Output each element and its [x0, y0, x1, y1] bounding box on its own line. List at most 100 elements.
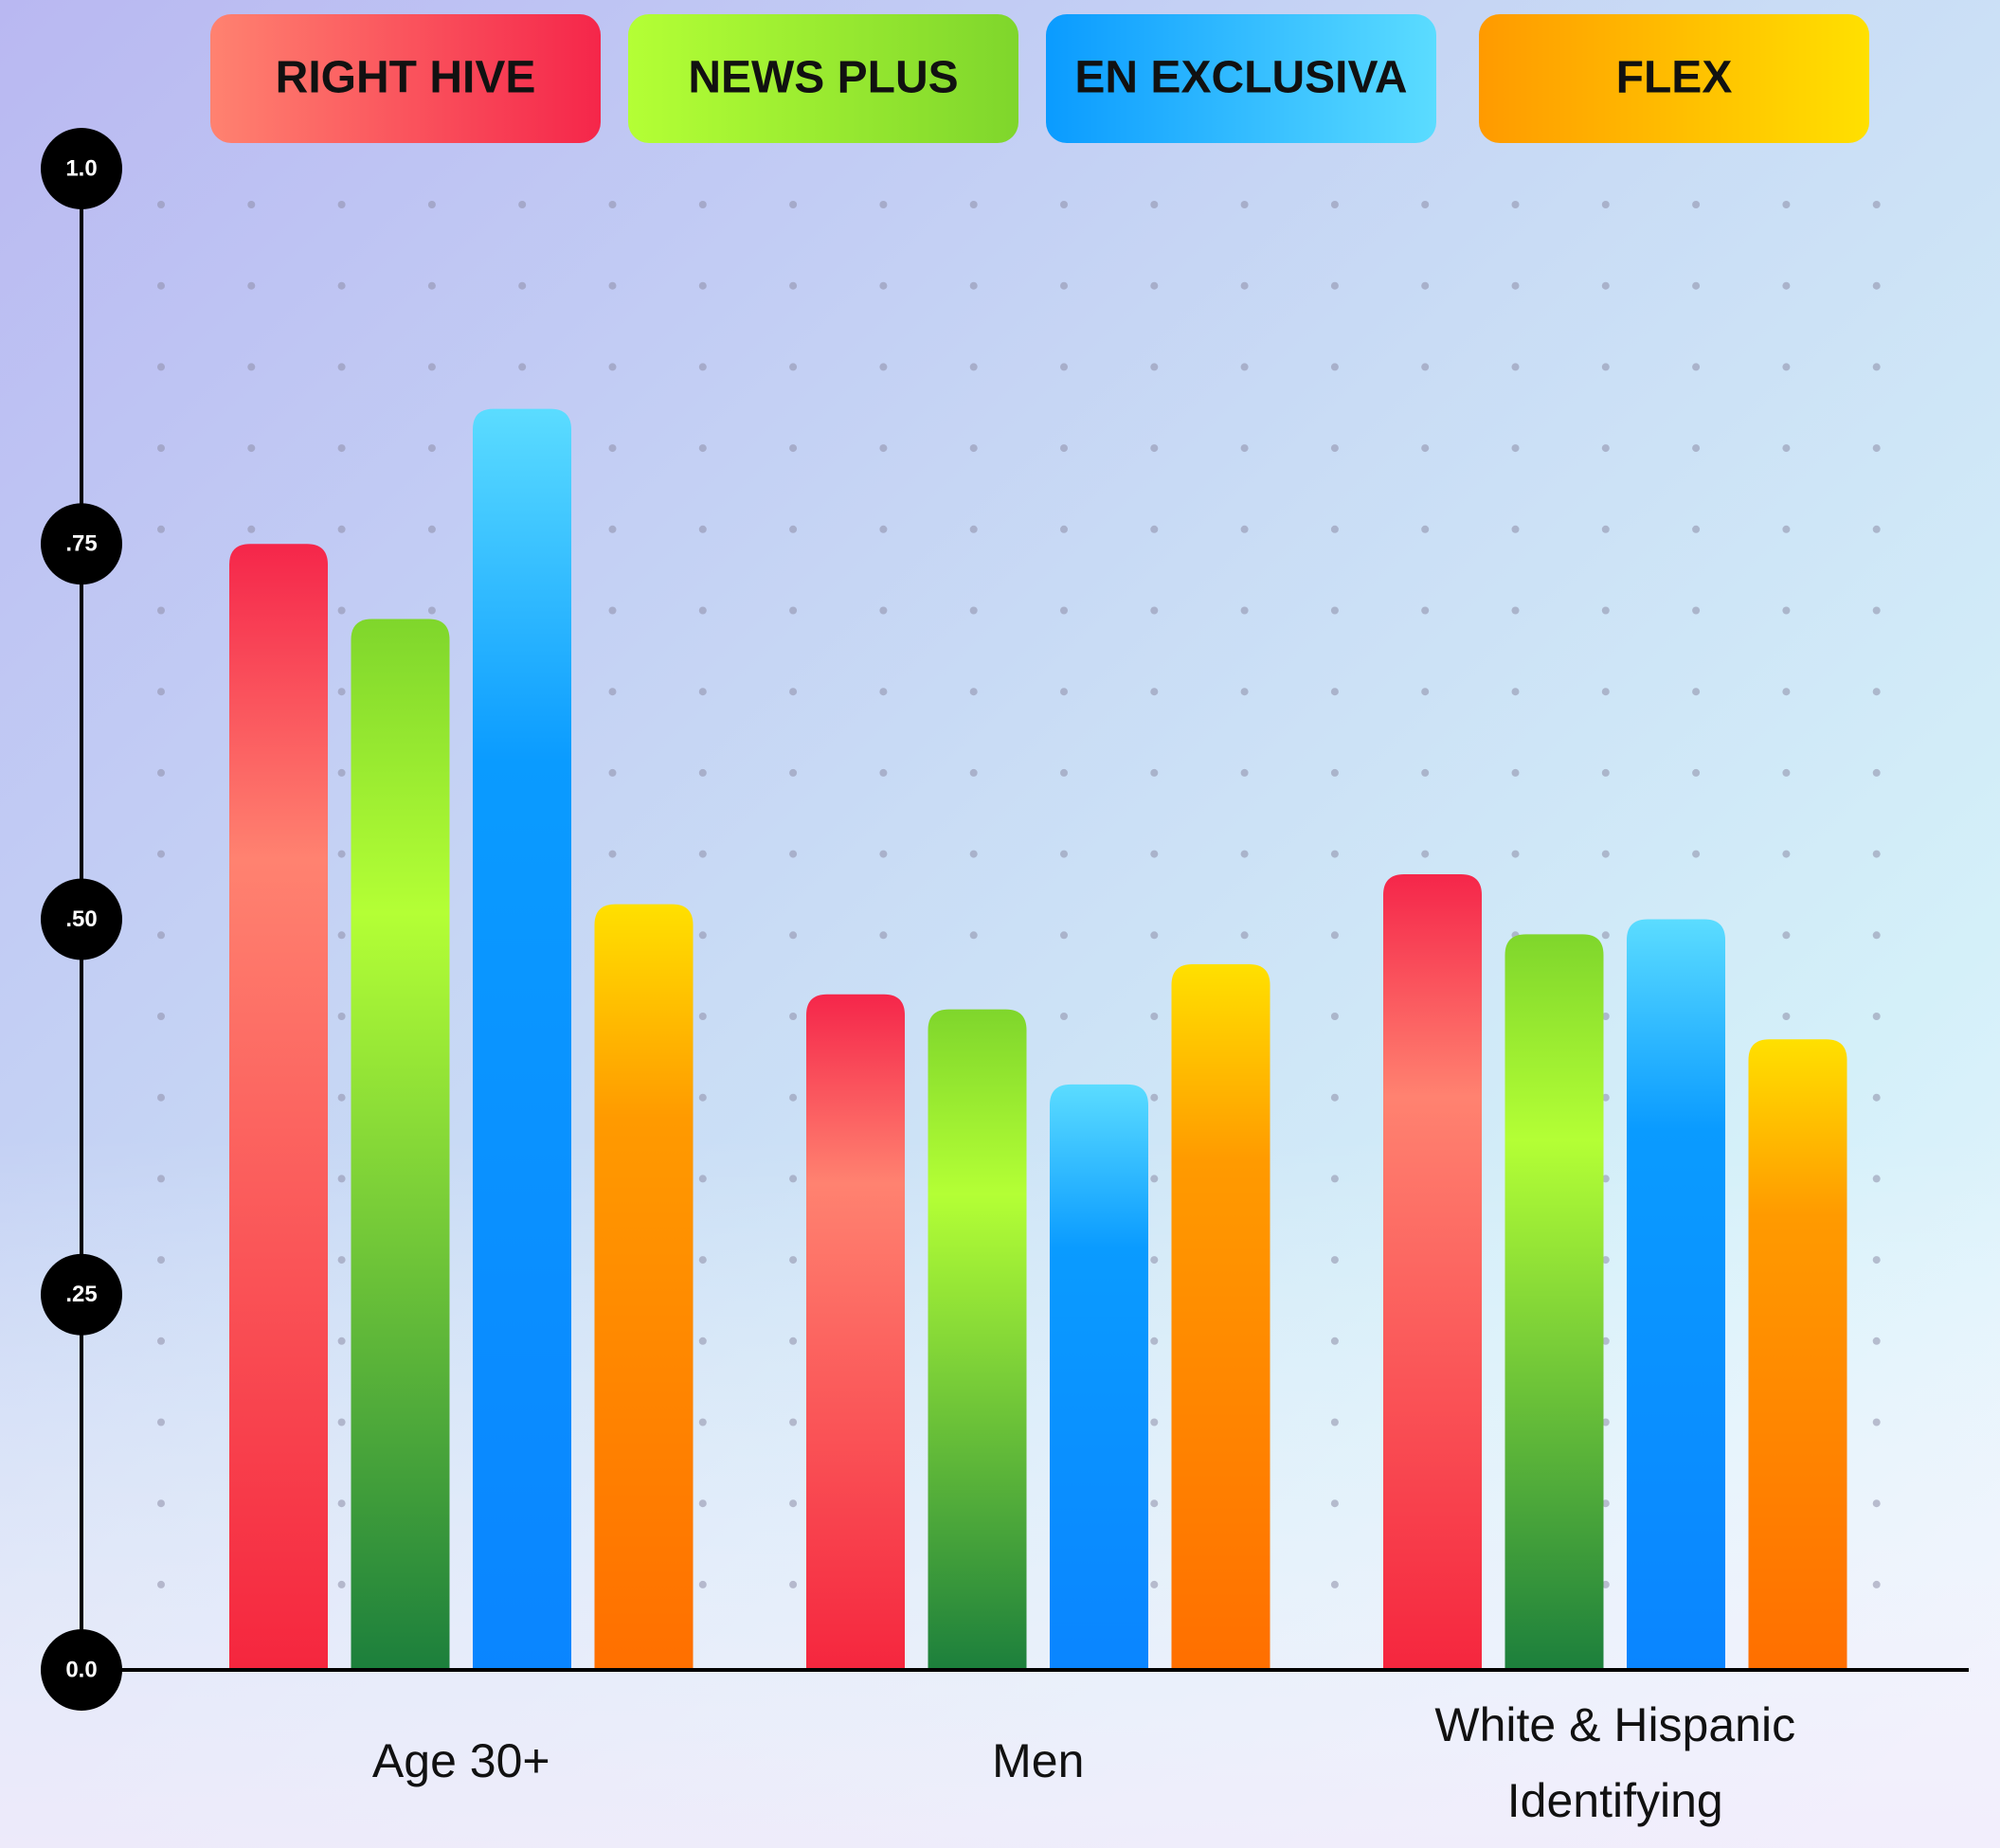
grid-dot — [1601, 1093, 1610, 1102]
grid-dot — [1872, 281, 1881, 290]
grid-dot — [698, 1093, 707, 1102]
grid-dot — [247, 281, 256, 290]
grid-dot — [1601, 606, 1610, 615]
grid-dot — [1511, 201, 1520, 208]
y-tick: 1.0 — [41, 128, 122, 209]
grid-dot — [789, 1499, 798, 1508]
grid-dot — [969, 363, 978, 371]
grid-dot — [1150, 525, 1159, 533]
grid-dot — [1601, 1499, 1610, 1508]
grid-dot — [1330, 201, 1339, 208]
grid-dot — [1601, 444, 1610, 453]
grid-dot — [1782, 931, 1791, 940]
grid-dot — [1511, 525, 1520, 533]
grid-dot — [1330, 931, 1339, 940]
legend-item: EN EXCLUSIVA — [1046, 14, 1436, 143]
grid-dot — [518, 201, 527, 208]
grid-dot — [789, 444, 798, 453]
grid-dot — [1692, 201, 1701, 208]
grid-dot — [1240, 444, 1249, 453]
grid-dot — [608, 363, 617, 371]
grid-dot — [1150, 1580, 1159, 1588]
grid-dot — [337, 1580, 346, 1588]
grid-dot — [157, 1175, 165, 1183]
grid-dot — [1240, 525, 1249, 533]
grid-dot — [1601, 1013, 1610, 1020]
grid-dot — [1060, 281, 1068, 290]
y-tick-marker — [41, 128, 122, 209]
grid-dot — [1782, 525, 1791, 533]
y-tick-marker — [41, 1253, 122, 1336]
grid-dot — [1150, 850, 1159, 858]
bar — [1627, 919, 1725, 1670]
legend-label: NEWS PLUS — [688, 53, 958, 103]
grid-dot — [247, 525, 256, 533]
bar — [1505, 934, 1604, 1670]
grid-dot — [1511, 688, 1520, 696]
grid-dot — [608, 606, 617, 615]
grid-dot — [1872, 850, 1881, 858]
legend-swatch — [1046, 14, 1436, 143]
grid-dot — [1872, 1418, 1881, 1426]
grid-dot — [1692, 444, 1701, 453]
legend-item: RIGHT HIVE — [210, 14, 601, 143]
y-tick: .75 — [41, 503, 122, 585]
y-tick-label: 1.0 — [65, 155, 97, 181]
grid-dot — [1060, 931, 1068, 940]
grid-dot — [1060, 850, 1068, 858]
grid-dot — [1240, 768, 1249, 777]
grid-dot — [1782, 768, 1791, 777]
y-tick: .50 — [41, 878, 122, 960]
grid-dot — [337, 281, 346, 290]
bar — [928, 1009, 1027, 1670]
grid-dot — [1782, 850, 1791, 858]
grid-dot — [1240, 281, 1249, 290]
grid-dot — [789, 1580, 798, 1588]
y-tick-label: .75 — [65, 531, 97, 557]
y-tick-marker — [41, 503, 122, 585]
grid-dot — [1601, 688, 1610, 696]
grid-dot — [1240, 201, 1249, 208]
grid-dot — [337, 444, 346, 453]
grid-dot — [337, 363, 346, 371]
grid-dot — [518, 281, 527, 290]
grid-dot — [1872, 1499, 1881, 1508]
grid-dot — [1421, 850, 1430, 858]
legend-item: FLEX — [1479, 14, 1869, 143]
grid-dot — [698, 931, 707, 940]
grid-dot — [1421, 525, 1430, 533]
grid-dot — [789, 1418, 798, 1426]
grid-dot — [698, 1337, 707, 1345]
bar — [351, 619, 450, 1670]
grid-dot — [608, 525, 617, 533]
grid-dot — [1330, 1093, 1339, 1102]
grid-dot — [1692, 688, 1701, 696]
grid-dot — [1601, 201, 1610, 208]
grid-dot — [608, 281, 617, 290]
bar — [594, 904, 694, 1670]
grid-dot — [337, 850, 346, 858]
grid-dot — [1601, 281, 1610, 290]
grid-dot — [879, 525, 888, 533]
grid-dot — [969, 688, 978, 696]
grid-dot — [247, 444, 256, 453]
grid-dot — [789, 850, 798, 858]
grid-dot — [427, 281, 436, 290]
grid-dot — [1872, 525, 1881, 533]
grid-dot — [157, 768, 165, 777]
grid-dot — [157, 850, 165, 858]
grid-dot — [1782, 281, 1791, 290]
grid-dot — [789, 1337, 798, 1345]
grid-dot — [1872, 1013, 1881, 1020]
grid-dot — [1330, 1013, 1339, 1020]
x-tick-label: Age 30+ — [372, 1734, 550, 1787]
x-tick-label: White & Hispanic Identifying — [1434, 1698, 1795, 1827]
grid-dot — [698, 1013, 707, 1020]
legend-swatch — [210, 14, 601, 143]
legend-swatch — [628, 14, 1018, 143]
grid-dot — [157, 281, 165, 290]
grid-dot — [1692, 606, 1701, 615]
grid-dot — [157, 1013, 165, 1020]
bars — [229, 408, 1847, 1671]
